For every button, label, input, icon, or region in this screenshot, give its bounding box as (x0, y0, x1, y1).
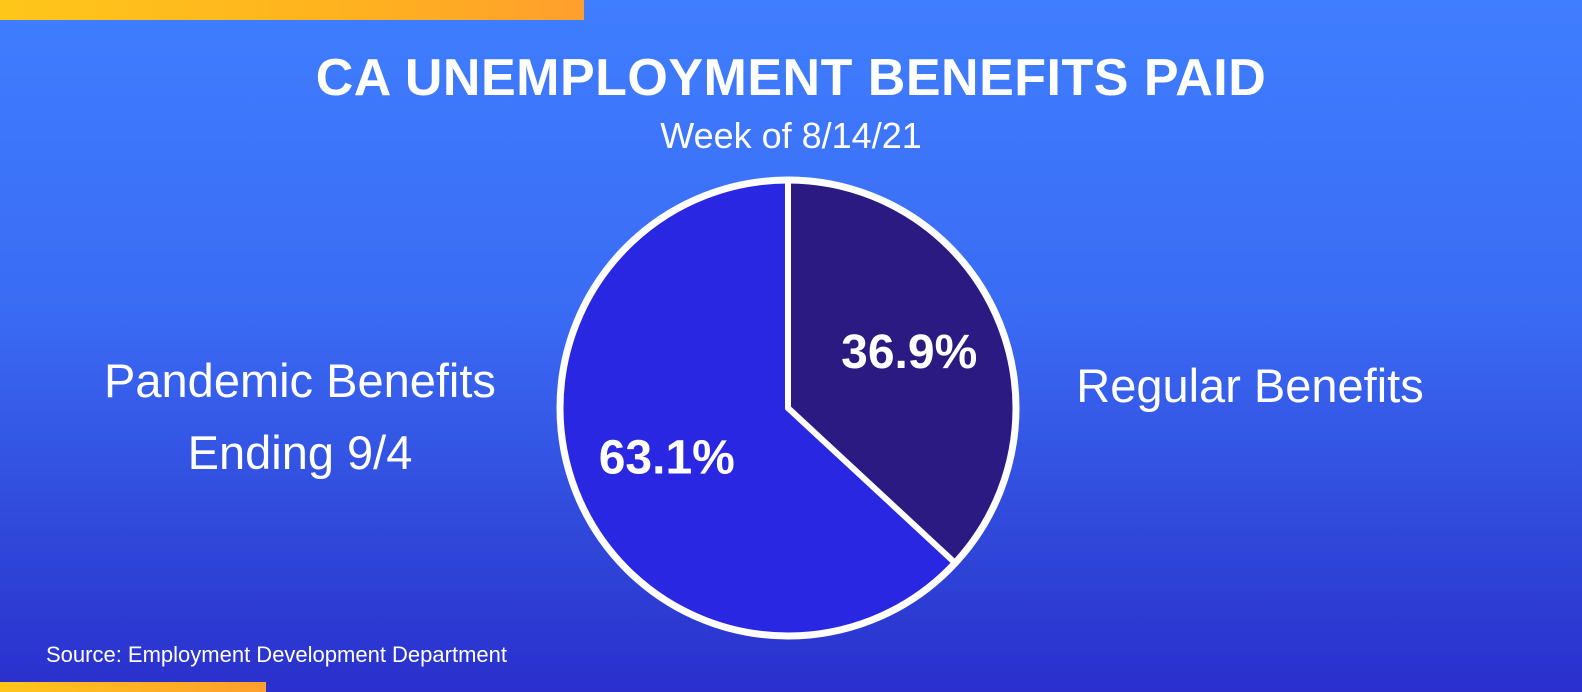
pie-slice-regular-benefits (788, 180, 1016, 564)
bottom-accent-bar (0, 682, 266, 692)
label-pandemic-benefits: Pandemic Benefits Ending 9/4 (40, 345, 560, 489)
label-regular-benefits: Regular Benefits (1076, 359, 1424, 412)
chart-subtitle: Week of 8/14/21 (660, 115, 922, 156)
pie-outline (556, 176, 1020, 640)
slice-value-regular: 36.9% (841, 326, 977, 379)
slice-divider-lower (785, 405, 959, 567)
slice-value-pandemic: 63.1% (599, 432, 735, 485)
pie-slice-pandemic-benefits (559, 180, 956, 636)
label-pandemic-line1: Pandemic Benefits (104, 354, 496, 407)
source-note: Source: Employment Development Departmen… (46, 642, 507, 667)
chart-title: CA UNEMPLOYMENT BENEFITS PAID (315, 49, 1267, 107)
top-accent-bar (0, 0, 584, 20)
label-pandemic-line2: Ending 9/4 (187, 426, 413, 479)
